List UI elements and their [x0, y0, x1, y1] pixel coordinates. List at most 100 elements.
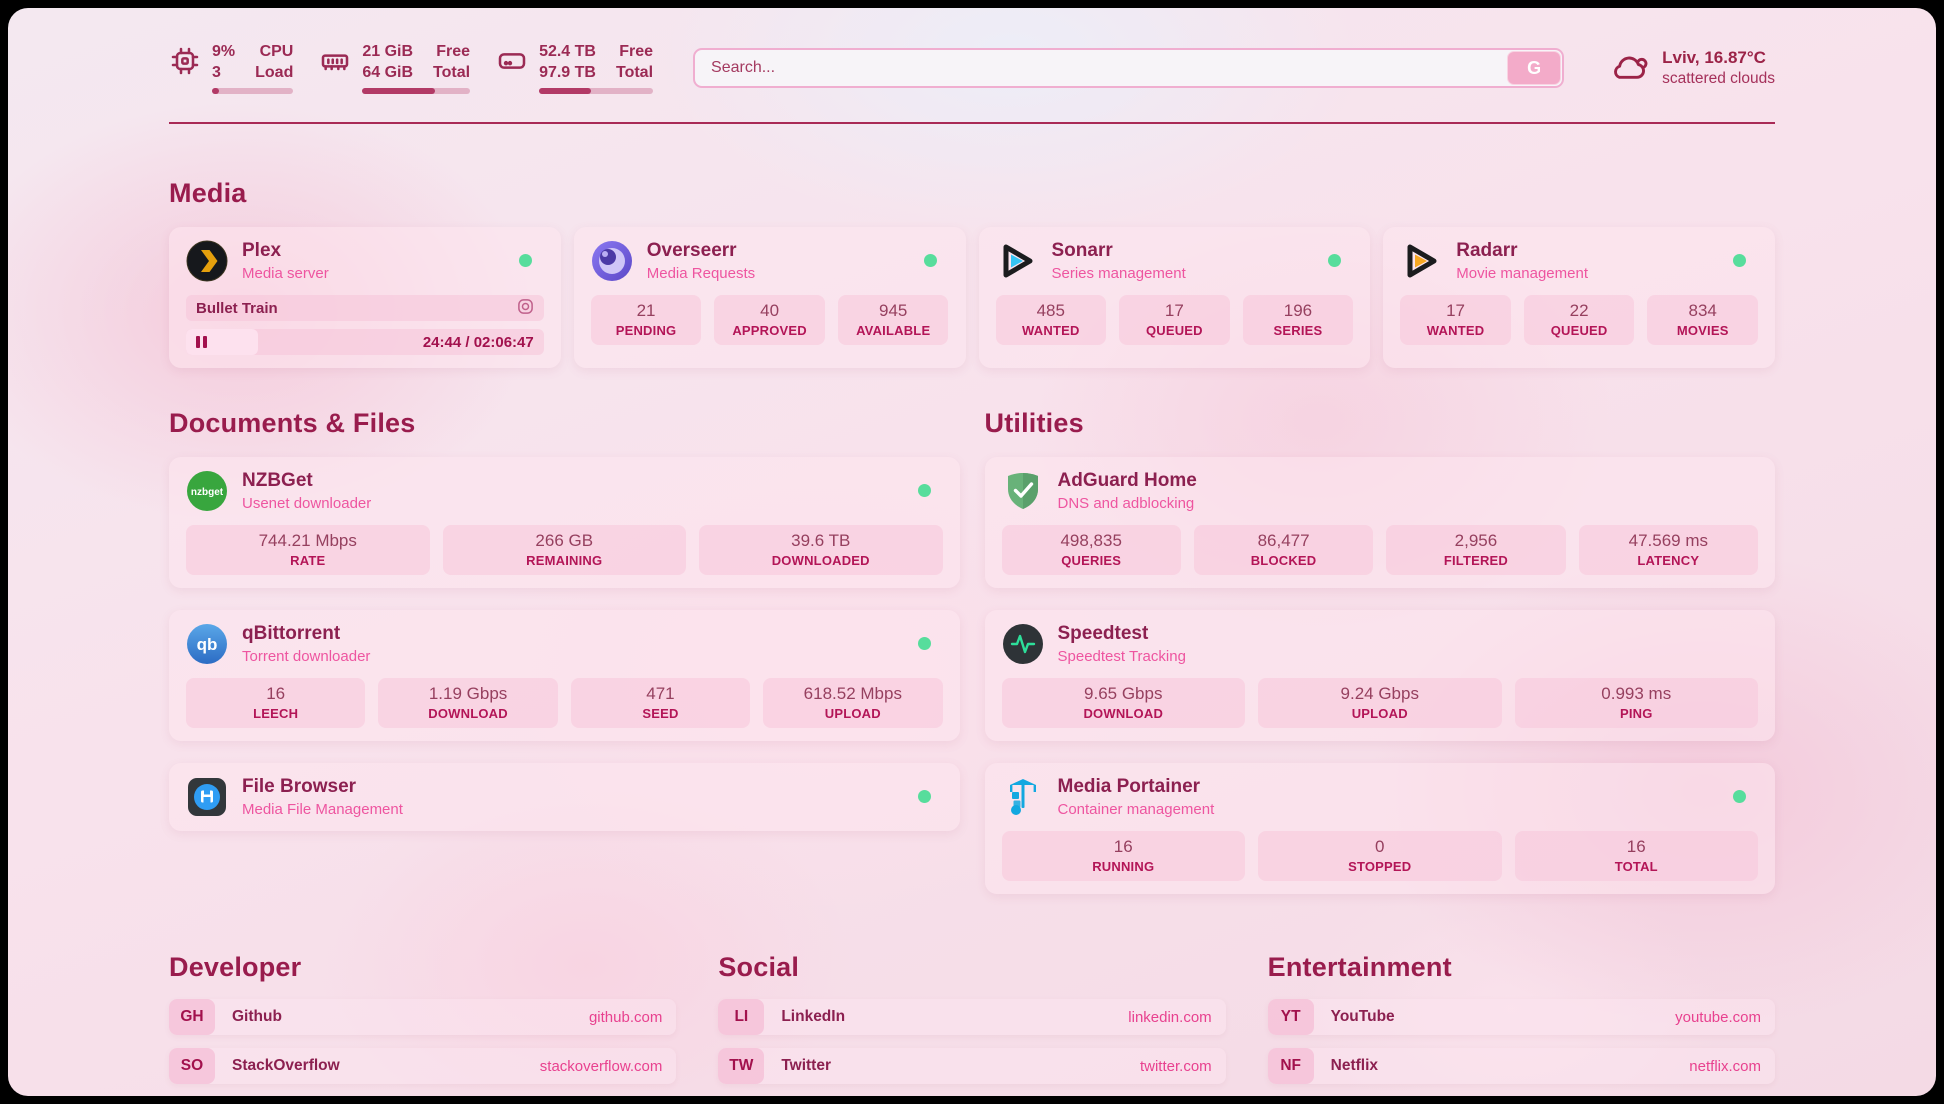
developer-heading: Developer — [169, 952, 302, 982]
disk-progress-bar — [539, 88, 654, 95]
hard-drive-icon — [496, 45, 528, 95]
search-engine-button[interactable]: G — [1507, 51, 1562, 85]
card-subtitle: Media File Management — [242, 800, 403, 818]
stat-chip: 0.993 ms PING — [1514, 678, 1758, 728]
card-subtitle: Container management — [1057, 800, 1215, 818]
card-title: File Browser — [242, 776, 357, 798]
stat-chip: 1.19 Gbps DOWNLOAD — [378, 678, 558, 728]
card-subtitle: Series management — [1051, 264, 1186, 282]
stat-chip: 834 MOVIES — [1647, 295, 1758, 345]
svg-text:nzbget: nzbget — [191, 487, 224, 498]
stat-chip: 16 LEECH — [186, 678, 366, 728]
status-dot-online — [1733, 790, 1746, 803]
entertainment-heading: Entertainment — [1267, 952, 1452, 982]
qbittorrent-card[interactable]: qb qBittorrent Torrent downloader 16 LEE… — [169, 610, 960, 741]
card-title: Overseerr — [646, 240, 737, 262]
bookmark-name: StackOverflow — [232, 1057, 340, 1074]
bookmark-name: LinkedIn — [781, 1008, 846, 1025]
card-subtitle: Usenet downloader — [242, 494, 372, 512]
card-subtitle: Media server — [242, 264, 329, 282]
status-dot-online — [1733, 254, 1746, 267]
bookmark-name: Github — [232, 1008, 282, 1025]
bookmark-url: stackoverflow.com — [539, 1057, 663, 1075]
disk-free-value: 52.4 TB — [539, 42, 596, 60]
status-dot-online — [923, 254, 937, 267]
portainer-card[interactable]: Media Portainer Container management 16 … — [984, 763, 1775, 894]
bookmark-twitter[interactable]: TW Twitter twitter.com — [718, 1048, 1226, 1084]
overseerr-card[interactable]: Overseerr Media Requests 21 PENDING 40 A… — [573, 227, 966, 368]
bookmark-abbr: YT — [1267, 999, 1314, 1035]
ram-total-label: Total — [433, 63, 471, 81]
stat-chip: 485 WANTED — [995, 295, 1107, 345]
stat-chip: 266 GB REMAINING — [442, 525, 686, 575]
card-subtitle: Torrent downloader — [242, 647, 371, 665]
cpu-stat: 9% 3 CPU Load — [169, 42, 294, 95]
stat-chip: 86,477 BLOCKED — [1193, 525, 1374, 575]
sonarr-card[interactable]: Sonarr Series management 485 WANTED 17 Q… — [978, 227, 1371, 368]
bookmark-url: github.com — [588, 1008, 663, 1026]
status-dot-online — [917, 637, 931, 650]
filebrowser-icon — [186, 776, 228, 818]
disk-total-label: Total — [615, 63, 654, 81]
card-title: AdGuard Home — [1057, 470, 1197, 492]
cpu-label: CPU — [259, 42, 294, 60]
utilities-section: Utilities AdGuard Home — [984, 408, 1775, 894]
status-dot-online — [1328, 254, 1342, 267]
developer-section: Developer GH Github github.com SO StackO… — [169, 952, 677, 1096]
adguard-card[interactable]: AdGuard Home DNS and adblocking 498,835 … — [984, 457, 1775, 588]
cpu-load-label: Load — [255, 63, 294, 81]
weather-widget: Lviv, 16.87°C scattered clouds — [1608, 48, 1775, 88]
card-title: Radarr — [1456, 240, 1518, 262]
nzbget-card[interactable]: nzbget NZBGet Usenet downloader 744.21 M… — [169, 457, 960, 588]
plex-card[interactable]: Plex Media server Bullet Train — [169, 227, 561, 368]
cpu-load-value: 9% — [212, 42, 236, 60]
sonarr-icon — [996, 240, 1038, 282]
stat-chip: 39.6 TB DOWNLOADED — [699, 525, 943, 575]
media-heading: Media — [169, 178, 247, 208]
bookmark-url: youtube.com — [1675, 1008, 1761, 1026]
bookmark-netflix[interactable]: NF Netflix netflix.com — [1267, 1048, 1775, 1084]
radarr-card[interactable]: Radarr Movie management 17 WANTED 22 QUE… — [1383, 227, 1775, 368]
card-subtitle: Speedtest Tracking — [1057, 647, 1186, 665]
stat-chip: 40 APPROVED — [714, 295, 825, 345]
ram-stat: 21 GiB 64 GiB Free Total — [319, 42, 471, 95]
card-title: Sonarr — [1051, 240, 1113, 262]
topbar-divider — [169, 122, 1775, 124]
ram-total-value: 64 GiB — [362, 63, 414, 81]
pause-icon — [196, 336, 207, 348]
bookmark-linkedin[interactable]: LI LinkedIn linkedin.com — [718, 999, 1226, 1035]
qbittorrent-icon: qb — [186, 623, 228, 665]
plex-icon — [186, 240, 228, 282]
social-heading: Social — [718, 952, 800, 982]
search-bar: G — [693, 48, 1565, 88]
playback-time: 24:44 / 02:06:47 — [422, 333, 534, 351]
cpu-core-value: 3 — [212, 63, 221, 81]
stat-chip: 17 QUEUED — [1119, 295, 1230, 345]
social-section: Social LI LinkedIn linkedin.com TW Twitt… — [718, 952, 1226, 1096]
documents-heading: Documents & Files — [169, 408, 416, 438]
weather-condition: scattered clouds — [1662, 70, 1775, 87]
disk-stat: 52.4 TB 97.9 TB Free Total — [496, 42, 654, 95]
media-section: Media Plex Media server — [169, 178, 1775, 368]
filebrowser-card[interactable]: File Browser Media File Management — [169, 763, 960, 831]
ram-free-value: 21 GiB — [362, 42, 414, 60]
card-subtitle: DNS and adblocking — [1057, 494, 1195, 512]
stat-chip: 16 RUNNING — [1001, 831, 1245, 881]
bookmark-github[interactable]: GH Github github.com — [169, 999, 677, 1035]
ram-progress-bar — [362, 88, 471, 95]
video-session-icon — [517, 298, 534, 319]
card-title: Plex — [242, 240, 282, 262]
weather-location: Lviv, 16.87°C — [1662, 48, 1766, 67]
bookmark-stackoverflow[interactable]: SO StackOverflow stackoverflow.com — [169, 1048, 677, 1084]
search-input[interactable] — [693, 48, 1565, 88]
stat-chip: 47.569 ms LATENCY — [1578, 525, 1758, 575]
now-playing-title: Bullet Train — [196, 299, 278, 317]
nzbget-icon: nzbget — [186, 470, 228, 512]
speedtest-card[interactable]: Speedtest Speedtest Tracking 9.65 Gbps D… — [984, 610, 1775, 741]
stat-chip: 9.24 Gbps UPLOAD — [1258, 678, 1502, 728]
bookmark-youtube[interactable]: YT YouTube youtube.com — [1267, 999, 1775, 1035]
stat-chip: 21 PENDING — [590, 295, 702, 345]
card-title: NZBGet — [242, 470, 313, 492]
dashboard-page: 9% 3 CPU Load — [8, 8, 1936, 1096]
bookmark-url: linkedin.com — [1128, 1008, 1212, 1026]
